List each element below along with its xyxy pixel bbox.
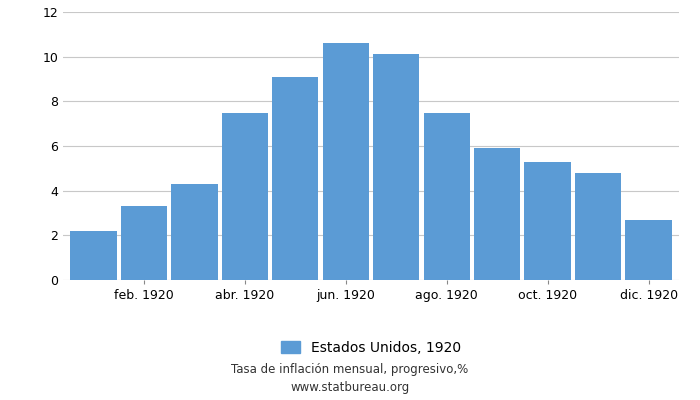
Bar: [575, 173, 622, 280]
Bar: [221, 112, 268, 280]
Bar: [524, 162, 571, 280]
Bar: [272, 77, 318, 280]
Bar: [424, 112, 470, 280]
Bar: [120, 206, 167, 280]
Bar: [474, 148, 521, 280]
Text: www.statbureau.org: www.statbureau.org: [290, 381, 410, 394]
Legend: Estados Unidos, 1920: Estados Unidos, 1920: [281, 340, 461, 354]
Bar: [373, 54, 419, 280]
Bar: [626, 220, 672, 280]
Bar: [323, 43, 369, 280]
Bar: [171, 184, 218, 280]
Text: Tasa de inflación mensual, progresivo,%: Tasa de inflación mensual, progresivo,%: [232, 364, 468, 376]
Bar: [70, 231, 116, 280]
